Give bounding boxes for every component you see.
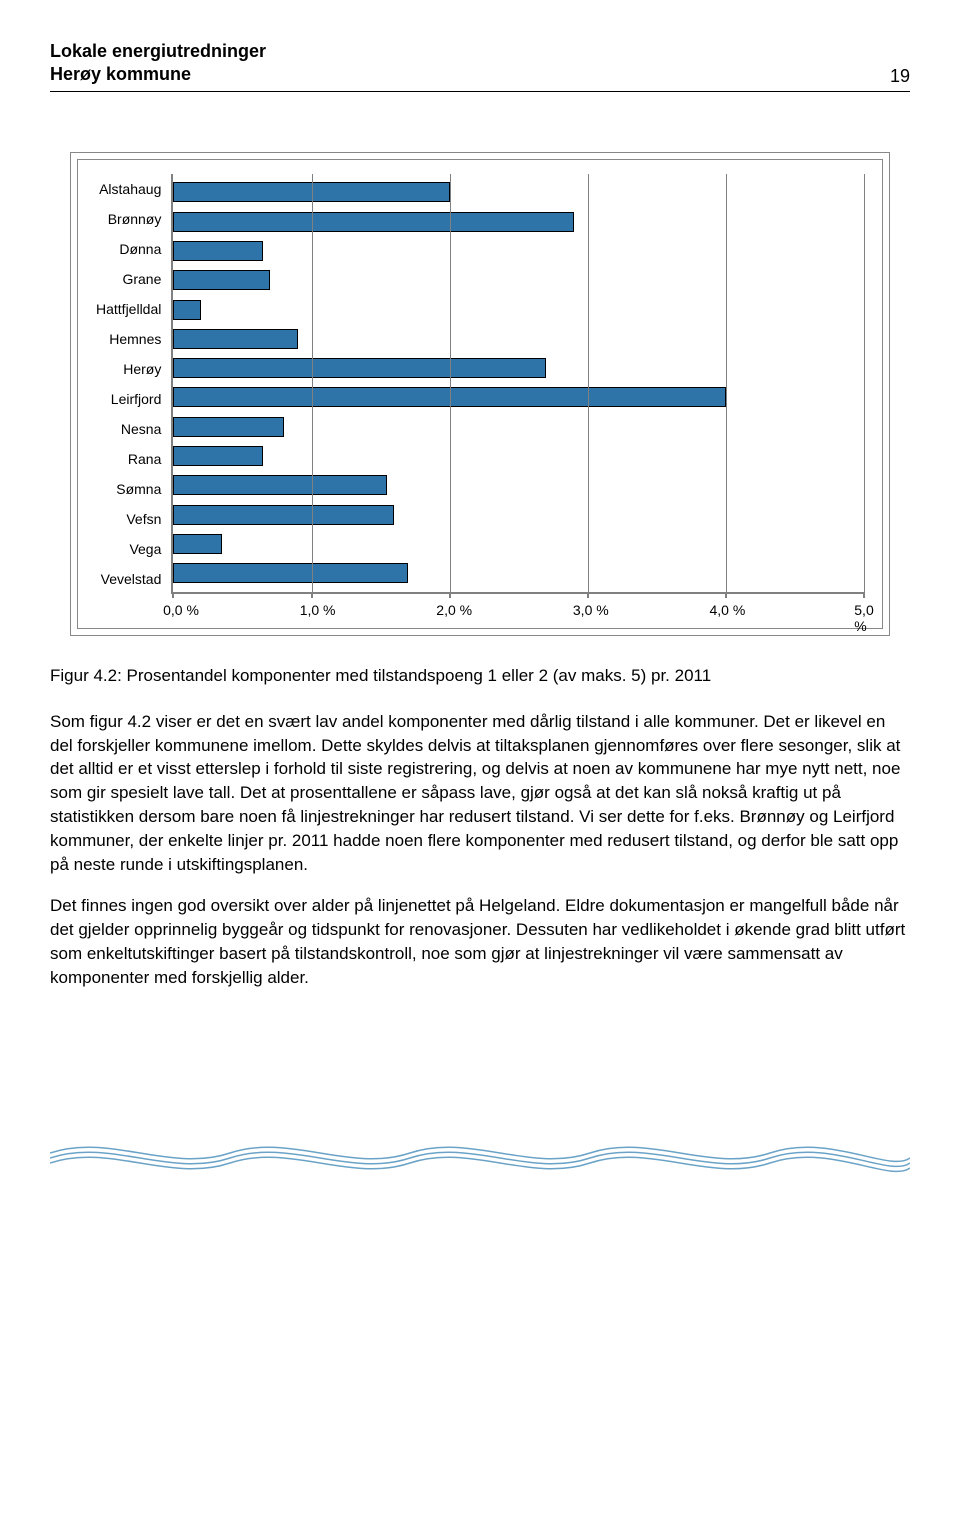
bar-row: [173, 298, 864, 322]
header-line-2: Herøy kommune: [50, 63, 266, 86]
bars-group: [173, 174, 864, 592]
bar-row: [173, 385, 864, 409]
x-axis: 0,0 %1,0 %2,0 %3,0 %4,0 %5,0 %: [96, 600, 864, 624]
y-axis-label: Herøy: [96, 354, 161, 384]
bar-row: [173, 561, 864, 585]
bar: [173, 446, 263, 466]
bar: [173, 417, 284, 437]
x-tick: [172, 592, 174, 598]
y-axis-label: Vega: [96, 534, 161, 564]
bar: [173, 270, 270, 290]
x-tick: [311, 592, 313, 598]
y-axis-label: Grane: [96, 264, 161, 294]
x-axis-label: 0,0 %: [163, 602, 199, 618]
chart-plot: AlstahaugBrønnøyDønnaGraneHattfjelldalHe…: [96, 174, 864, 594]
y-axis-label: Brønnøy: [96, 204, 161, 234]
footer-wave-icon: [50, 1128, 910, 1178]
grid-line: [726, 174, 727, 592]
bar: [173, 505, 394, 525]
bar: [173, 300, 201, 320]
y-axis-label: Dønna: [96, 234, 161, 264]
bar: [173, 534, 221, 554]
x-axis-labels: 0,0 %1,0 %2,0 %3,0 %4,0 %5,0 %: [181, 600, 864, 624]
bar-row: [173, 327, 864, 351]
y-axis-label: Nesna: [96, 414, 161, 444]
grid-line: [588, 174, 589, 592]
page-number: 19: [890, 66, 910, 87]
bar: [173, 329, 297, 349]
bar-row: [173, 503, 864, 527]
bar-row: [173, 239, 864, 263]
x-tick: [449, 592, 451, 598]
chart-inner: AlstahaugBrønnøyDønnaGraneHattfjelldalHe…: [77, 159, 883, 629]
y-axis-label: Rana: [96, 444, 161, 474]
header-line-1: Lokale energiutredninger: [50, 40, 266, 63]
paragraph: Som figur 4.2 viser er det en svært lav …: [50, 710, 910, 877]
bar-row: [173, 415, 864, 439]
x-axis-label: 4,0 %: [709, 602, 745, 618]
bar: [173, 212, 574, 232]
x-axis-label: 5,0 %: [854, 602, 873, 634]
bar: [173, 475, 387, 495]
bar-row: [173, 532, 864, 556]
y-axis-labels: AlstahaugBrønnøyDønnaGraneHattfjelldalHe…: [96, 174, 171, 594]
bar-row: [173, 444, 864, 468]
x-axis-label: 3,0 %: [573, 602, 609, 618]
bar: [173, 241, 263, 261]
x-axis-label: 2,0 %: [436, 602, 472, 618]
grid-line: [864, 174, 865, 592]
x-tick: [725, 592, 727, 598]
y-axis-label: Hattfjelldal: [96, 294, 161, 324]
chart-container: AlstahaugBrønnøyDønnaGraneHattfjelldalHe…: [70, 152, 890, 636]
plot-area: [171, 174, 864, 594]
y-axis-label: Sømna: [96, 474, 161, 504]
y-axis-label: Vefsn: [96, 504, 161, 534]
bar-row: [173, 210, 864, 234]
x-tick: [863, 592, 865, 598]
page-header: Lokale energiutredninger Herøy kommune 1…: [50, 40, 910, 92]
page: Lokale energiutredninger Herøy kommune 1…: [0, 0, 960, 1243]
bar-row: [173, 268, 864, 292]
y-axis-label: Alstahaug: [96, 174, 161, 204]
x-tick: [587, 592, 589, 598]
grid-line: [312, 174, 313, 592]
figure-caption: Figur 4.2: Prosentandel komponenter med …: [50, 666, 910, 686]
bar-row: [173, 473, 864, 497]
bar-row: [173, 356, 864, 380]
bar-row: [173, 180, 864, 204]
grid-line: [450, 174, 451, 592]
header-title: Lokale energiutredninger Herøy kommune: [50, 40, 266, 87]
body-text: Som figur 4.2 viser er det en svært lav …: [50, 710, 910, 990]
y-axis-label: Vevelstad: [96, 564, 161, 594]
bar: [173, 358, 546, 378]
bar: [173, 563, 408, 583]
y-axis-label: Hemnes: [96, 324, 161, 354]
paragraph: Det finnes ingen god oversikt over alder…: [50, 894, 910, 989]
x-axis-label: 1,0 %: [300, 602, 336, 618]
y-axis-label: Leirfjord: [96, 384, 161, 414]
